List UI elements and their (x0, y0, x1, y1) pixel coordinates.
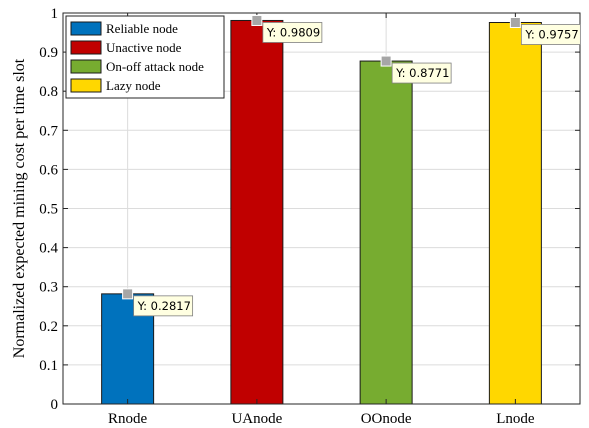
y-tick-label: 0.4 (39, 241, 58, 257)
legend: Reliable node Unactive node On-off attack … (65, 15, 225, 99)
data-tip-box (133, 295, 194, 317)
legend-entry-label: On-off attack node (106, 59, 204, 74)
x-tick-label: Lnode (496, 411, 535, 427)
data-tip-marker (509, 17, 521, 29)
legend-entry-label: Unactive node (106, 40, 182, 55)
legend-swatch (70, 78, 102, 93)
data-tip-box (262, 22, 323, 43)
y-axis-title: Normalized expected mining cost per time… (11, 58, 28, 358)
y-axis: 0 0.1 0.2 0.3 0.4 0.5 0.6 0.7 0.8 0.9 1 (39, 6, 580, 413)
y-tick-label: 0 (51, 397, 59, 413)
legend-entry-label: Reliable node (106, 21, 178, 36)
y-tick-label: 0.7 (39, 123, 58, 139)
data-tip-label: Y: 0.2817 (137, 299, 191, 313)
y-tick-label: 0.1 (39, 358, 58, 374)
data-tip-label: Y: 0.9809 (266, 25, 320, 39)
x-axis: Rnode UAnode OOnode Lnode (108, 13, 535, 427)
legend-swatch (70, 40, 102, 55)
data-tip-marker (380, 55, 392, 67)
data-tips: Y: 0.2817 Y: 0.9809 Y: 0.8771 Y: 0.9757 (122, 14, 581, 317)
data-tip-box (520, 24, 581, 45)
bar-Lnode (488, 22, 542, 405)
bar-OOnode (359, 60, 413, 405)
y-tick-label: 0.9 (39, 45, 58, 61)
y-tick-label: 0.8 (39, 84, 58, 100)
x-tick-label: UAnode (231, 411, 282, 427)
x-tick-label: OOnode (361, 411, 412, 427)
y-tick-label: 0.2 (39, 319, 58, 335)
legend-swatch (70, 59, 102, 74)
legend-entry-label: Lazy node (106, 78, 161, 93)
bar-UAnode (230, 19, 284, 405)
y-tick-label: 1 (51, 6, 59, 22)
data-tip-label: Y: 0.9757 (524, 28, 578, 42)
legend-swatch (70, 21, 102, 36)
data-tip-label: Y: 0.8771 (395, 66, 449, 80)
y-tick-label: 0.3 (39, 280, 58, 296)
y-tick-label: 0.5 (39, 202, 58, 218)
x-tick-label: Rnode (108, 411, 148, 427)
data-tip-marker (122, 288, 134, 300)
data-tip-box (391, 62, 452, 84)
y-tick-label: 0.6 (39, 162, 58, 178)
data-tip-marker (251, 14, 263, 26)
bars (101, 19, 542, 405)
